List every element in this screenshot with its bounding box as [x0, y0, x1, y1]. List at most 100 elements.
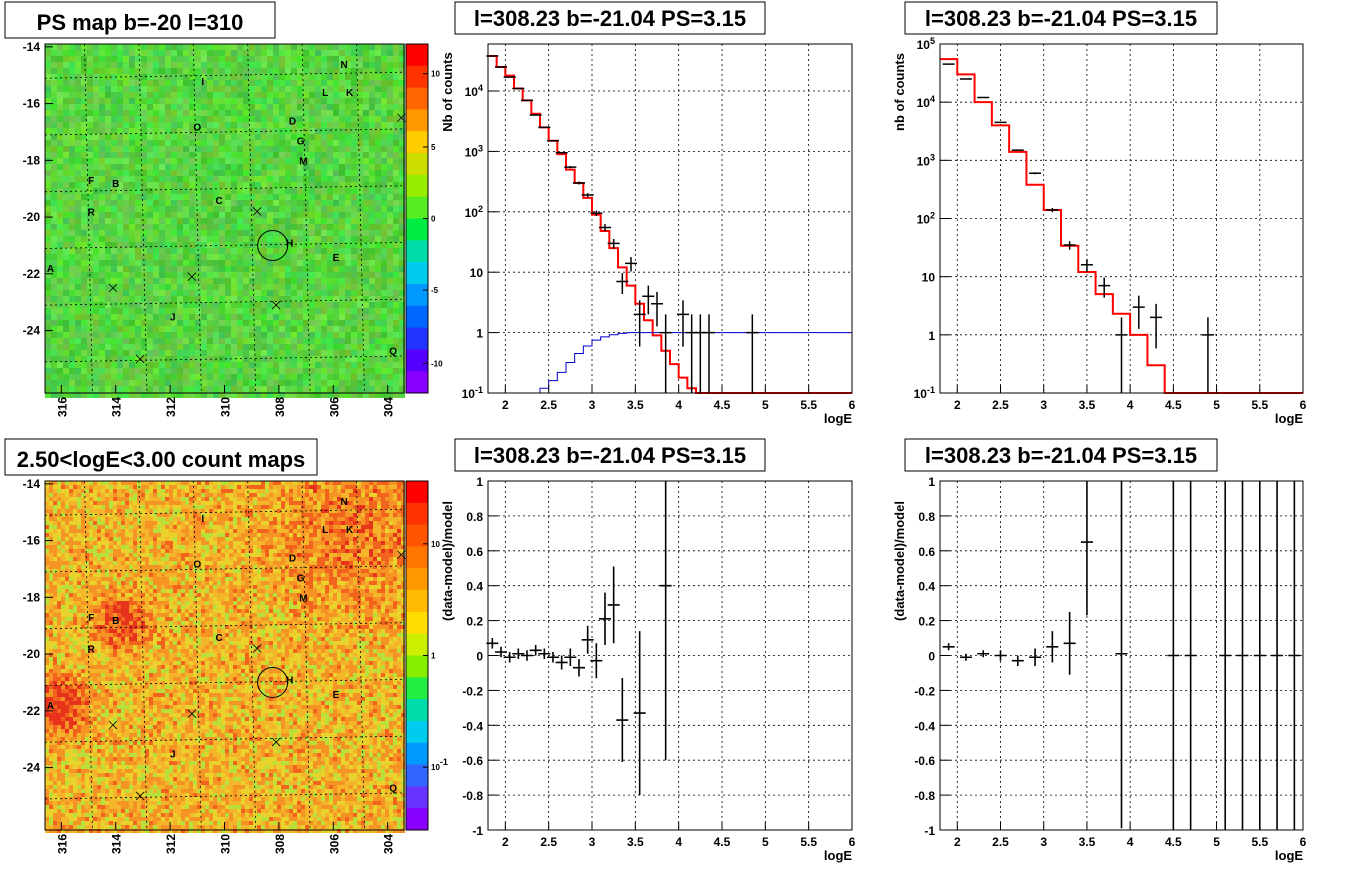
heatmap-cell	[157, 497, 161, 501]
heatmap-cell	[357, 344, 363, 350]
heatmap-cell	[87, 332, 93, 338]
heatmap-cell	[129, 200, 135, 206]
heatmap-cell	[213, 302, 219, 308]
heatmap-cell	[135, 62, 141, 68]
heatmap-cell	[363, 248, 369, 254]
heatmap-cell	[373, 505, 377, 509]
heatmap-cell	[327, 200, 333, 206]
heatmap-cell	[135, 206, 141, 212]
heatmap-cell	[111, 86, 117, 92]
heatmap-cell	[303, 368, 309, 374]
heatmap-cell	[339, 392, 345, 398]
heatmap-cell	[63, 332, 69, 338]
heatmap-cell	[165, 236, 171, 242]
heatmap-cell	[45, 374, 51, 380]
heatmap-cell	[135, 386, 141, 392]
heatmap-cell	[333, 92, 339, 98]
heatmap-cell	[381, 332, 387, 338]
heatmap-cell	[57, 128, 63, 134]
heatmap-cell	[219, 116, 225, 122]
heatmap-cell	[193, 533, 197, 537]
heatmap-cell	[123, 44, 129, 50]
heatmap-cell	[195, 326, 201, 332]
heatmap-cell	[51, 290, 57, 296]
heatmap-cell	[303, 296, 309, 302]
heatmap-cell	[57, 158, 63, 164]
heatmap-cell	[345, 368, 351, 374]
heatmap-cell	[393, 493, 397, 497]
heatmap-cell	[279, 80, 285, 86]
heatmap-cell	[375, 74, 381, 80]
heatmap-cell	[249, 182, 255, 188]
heatmap-cell	[57, 284, 63, 290]
heatmap-cell	[225, 332, 231, 338]
heatmap-cell	[349, 529, 353, 533]
heatmap-cell	[321, 254, 327, 260]
heatmap-cell	[195, 254, 201, 260]
heatmap-cell	[177, 242, 183, 248]
heatmap-cell	[281, 509, 285, 513]
heatmap-cell	[63, 218, 69, 224]
heatmap-cell	[237, 164, 243, 170]
heatmap-cell	[145, 485, 149, 489]
heatmap-cell	[117, 260, 123, 266]
heatmap-cell	[249, 128, 255, 134]
heatmap-cell	[201, 218, 207, 224]
heatmap-cell	[291, 278, 297, 284]
heatmap-cell	[69, 170, 75, 176]
heatmap-cell	[265, 513, 269, 517]
heatmap-cell	[349, 485, 353, 489]
heatmap-cell	[89, 501, 93, 505]
heatmap-cell	[159, 302, 165, 308]
heatmap-cell	[357, 284, 363, 290]
heatmap-cell	[315, 326, 321, 332]
heatmap-cell	[117, 489, 121, 493]
heatmap-cell	[45, 212, 51, 218]
heatmap-cell	[291, 128, 297, 134]
heatmap-cell	[105, 218, 111, 224]
heatmap-cell	[147, 290, 153, 296]
heatmap-cell	[81, 122, 87, 128]
heatmap-cell	[269, 525, 273, 529]
heatmap-cell	[129, 134, 135, 140]
heatmap-cell	[327, 164, 333, 170]
heatmap-cell	[201, 326, 207, 332]
heatmap-cell	[61, 517, 65, 521]
heatmap-cell	[153, 525, 157, 529]
heatmap-cell	[333, 152, 339, 158]
heatmap-cell	[375, 134, 381, 140]
heatmap-cell	[339, 380, 345, 386]
heatmap-cell	[137, 481, 141, 485]
heatmap-cell	[279, 170, 285, 176]
heatmap-cell	[399, 188, 405, 194]
heatmap-cell	[351, 164, 357, 170]
heatmap-cell	[365, 517, 369, 521]
heatmap-cell	[353, 509, 357, 513]
heatmap-cell	[135, 188, 141, 194]
heatmap-cell	[219, 56, 225, 62]
heatmap-cell	[363, 212, 369, 218]
heatmap-cell	[297, 182, 303, 188]
heatmap-cell	[45, 50, 51, 56]
heatmap-cell	[229, 517, 233, 521]
heatmap-cell	[85, 481, 89, 485]
heatmap-cell	[45, 104, 51, 110]
heatmap-cell	[333, 74, 339, 80]
heatmap-cell	[237, 188, 243, 194]
heatmap-cell	[147, 164, 153, 170]
heatmap-cell	[69, 368, 75, 374]
heatmap-cell	[153, 320, 159, 326]
heatmap-cell	[337, 485, 341, 489]
heatmap-cell	[369, 509, 373, 513]
heatmap-cell	[183, 80, 189, 86]
heatmap-cell	[45, 92, 51, 98]
heatmap-cell	[141, 50, 147, 56]
heatmap-cell	[381, 356, 387, 362]
heatmap-cell	[245, 501, 249, 505]
heatmap-cell	[89, 493, 93, 497]
grid-line-longitude	[192, 43, 202, 394]
heatmap-cell	[321, 308, 327, 314]
heatmap-cell	[105, 152, 111, 158]
heatmap-cell	[117, 485, 121, 489]
heatmap-cell	[243, 302, 249, 308]
